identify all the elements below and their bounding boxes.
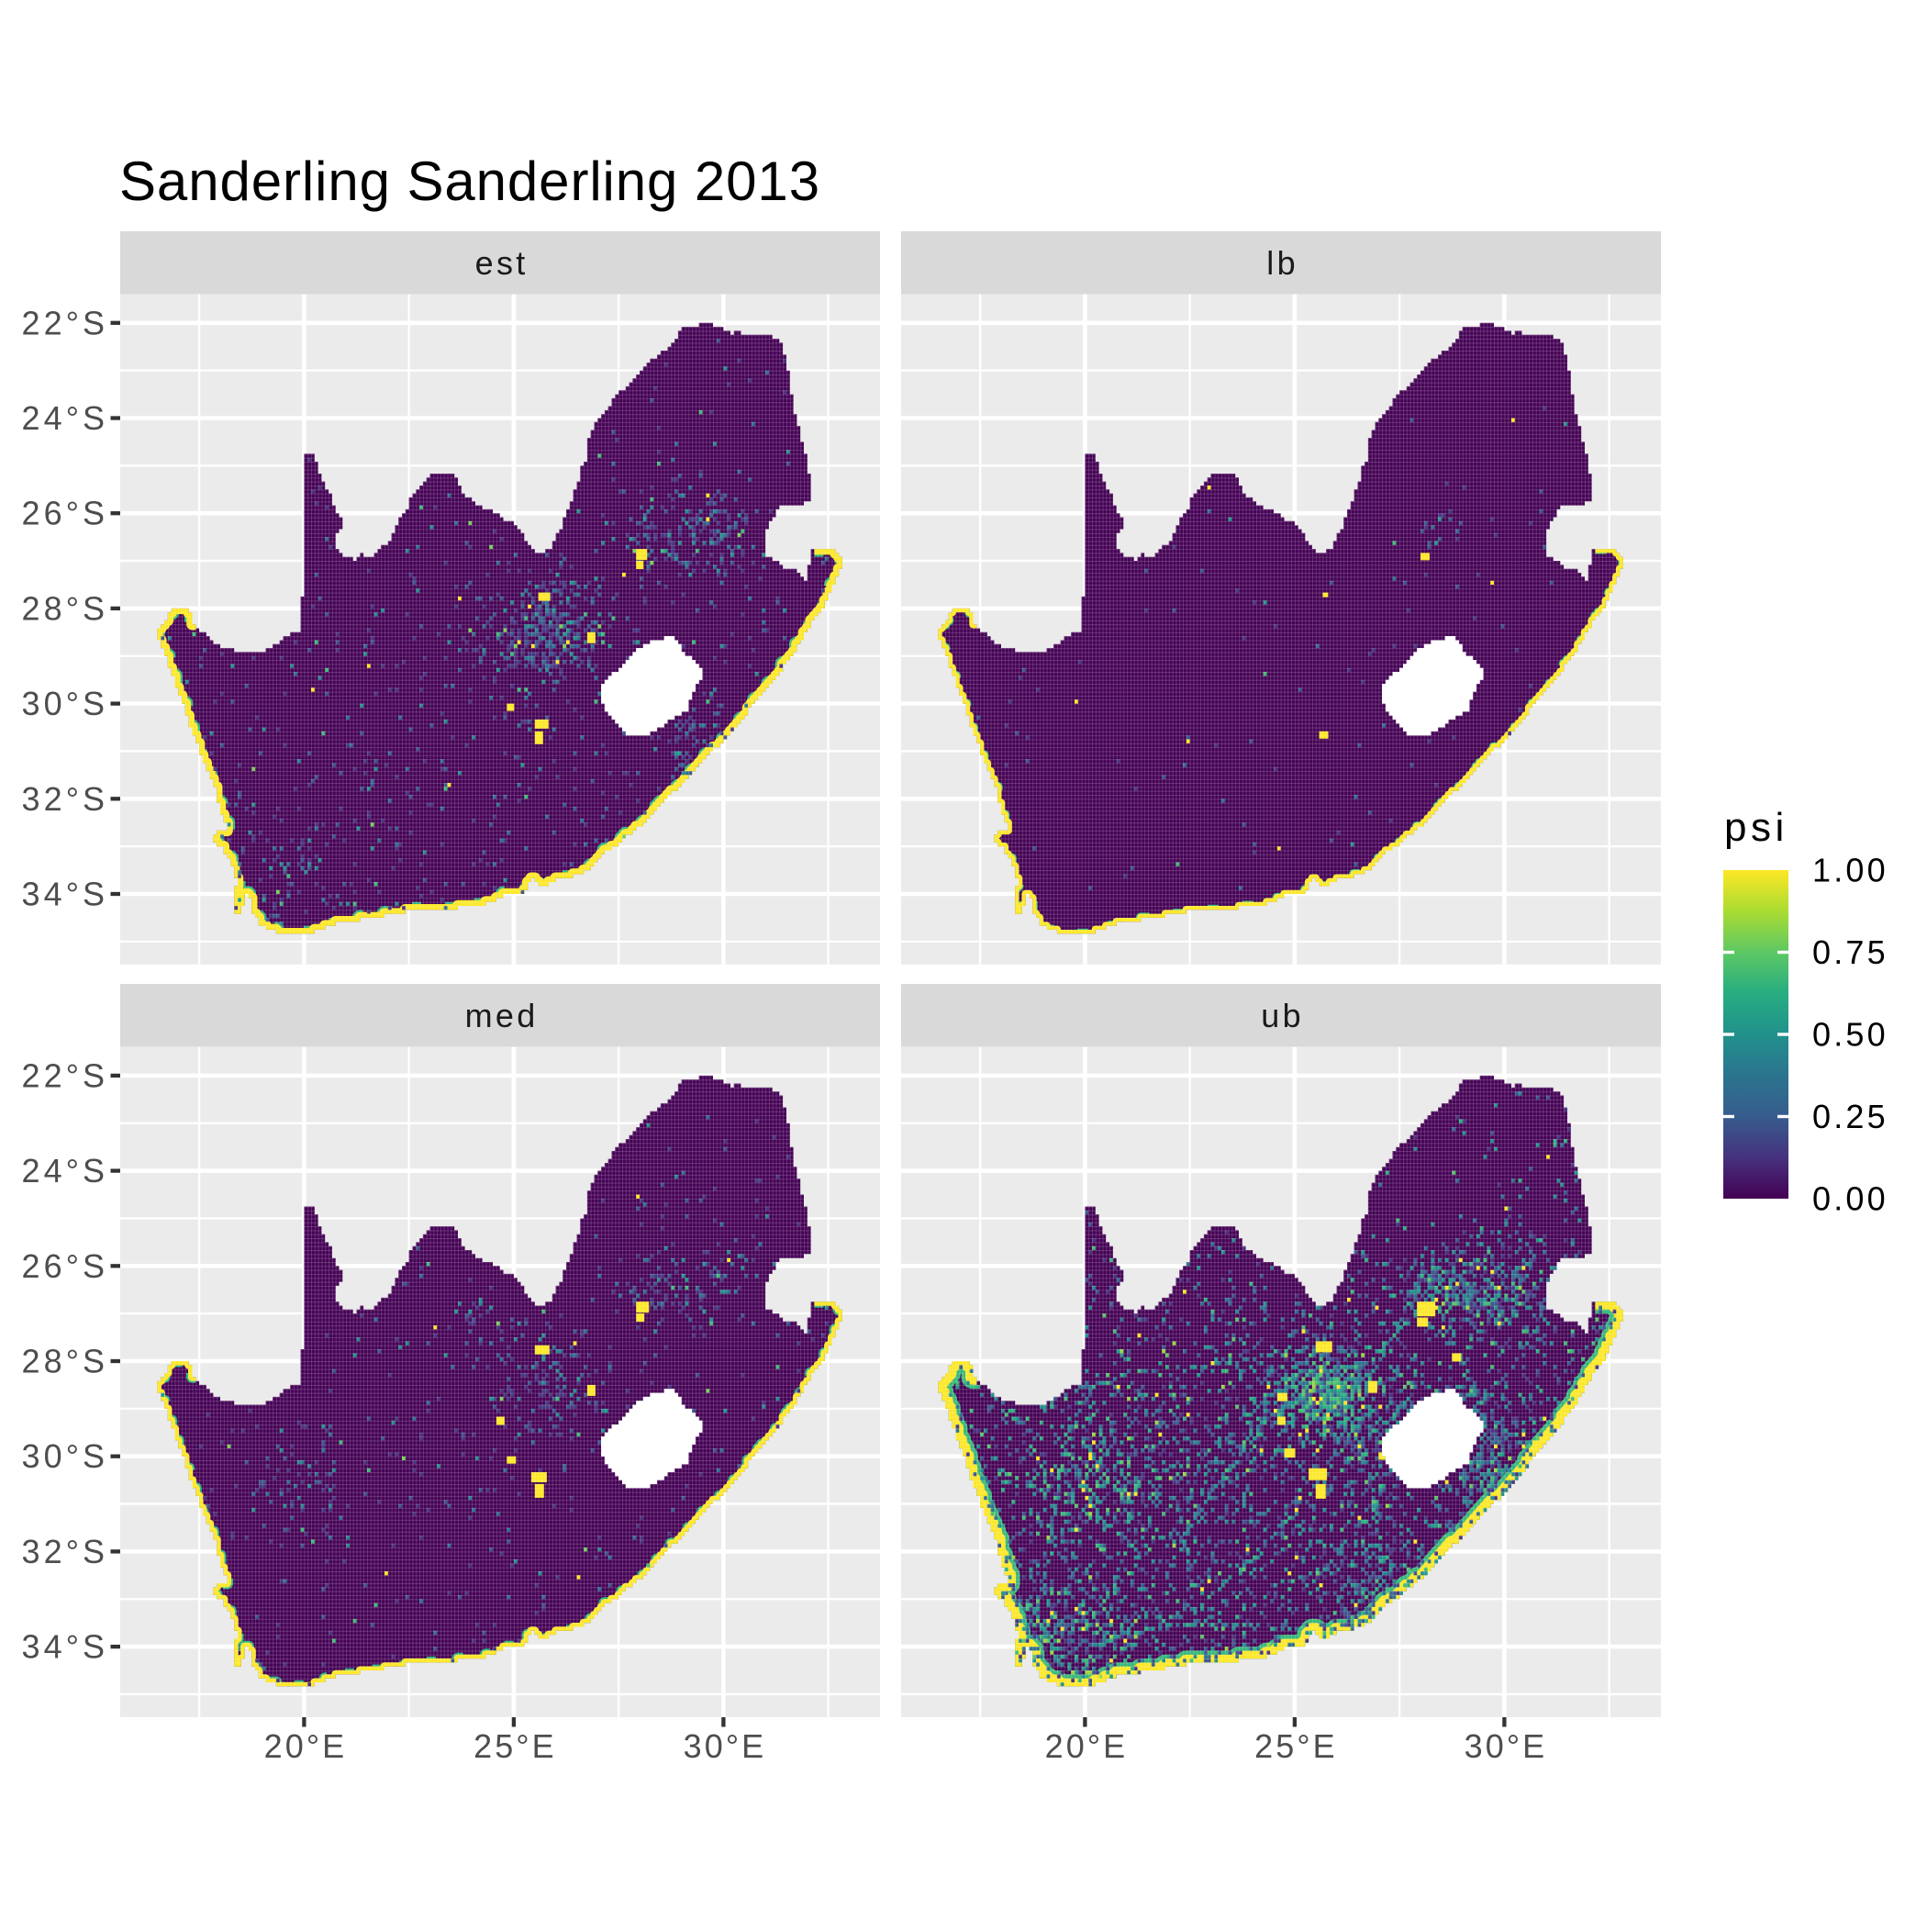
svg-text:1.00: 1.00 xyxy=(1812,852,1888,889)
svg-text:32°S: 32°S xyxy=(22,1533,108,1570)
svg-text:30°E: 30°E xyxy=(1465,1727,1547,1765)
svg-text:22°S: 22°S xyxy=(22,1056,108,1094)
svg-text:Sanderling Sanderling 2013: Sanderling Sanderling 2013 xyxy=(119,151,820,212)
svg-text:est: est xyxy=(475,244,529,282)
svg-text:ub: ub xyxy=(1261,997,1304,1034)
svg-text:26°S: 26°S xyxy=(22,1247,108,1285)
svg-text:20°E: 20°E xyxy=(264,1727,347,1765)
svg-text:30°S: 30°S xyxy=(22,1437,108,1475)
svg-text:26°S: 26°S xyxy=(22,495,108,532)
svg-text:28°S: 28°S xyxy=(22,589,108,627)
svg-text:20°E: 20°E xyxy=(1045,1727,1128,1765)
svg-text:0.00: 0.00 xyxy=(1812,1180,1888,1218)
svg-text:24°S: 24°S xyxy=(22,399,108,437)
svg-text:25°E: 25°E xyxy=(473,1727,556,1765)
svg-text:lb: lb xyxy=(1266,244,1298,282)
svg-text:0.50: 0.50 xyxy=(1812,1016,1888,1054)
svg-text:25°E: 25°E xyxy=(1254,1727,1337,1765)
svg-text:psi: psi xyxy=(1724,805,1788,850)
svg-text:34°S: 34°S xyxy=(22,876,108,913)
svg-text:24°S: 24°S xyxy=(22,1152,108,1189)
svg-text:30°E: 30°E xyxy=(684,1727,766,1765)
svg-text:28°S: 28°S xyxy=(22,1343,108,1380)
svg-text:0.25: 0.25 xyxy=(1812,1098,1888,1135)
svg-text:34°S: 34°S xyxy=(22,1628,108,1666)
svg-text:22°S: 22°S xyxy=(22,304,108,341)
svg-text:med: med xyxy=(465,997,539,1034)
svg-text:32°S: 32°S xyxy=(22,780,108,818)
svg-text:30°S: 30°S xyxy=(22,685,108,722)
svg-text:0.75: 0.75 xyxy=(1812,933,1888,971)
